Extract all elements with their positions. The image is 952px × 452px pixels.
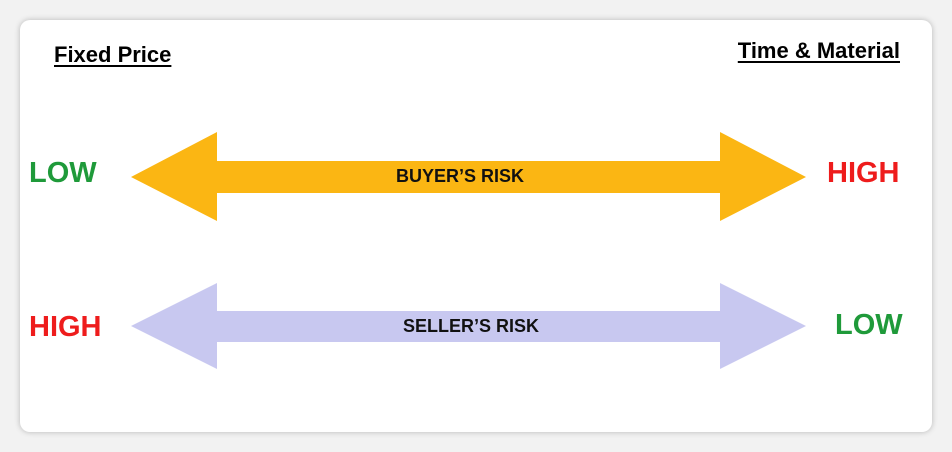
time-material-heading: Time & Material xyxy=(737,38,900,63)
seller-low-level: LOW xyxy=(835,309,903,341)
buyer-low-level: LOW xyxy=(29,157,97,189)
diagram-card xyxy=(20,20,932,432)
buyer-high-level: HIGH xyxy=(827,157,900,189)
seller-risk-arrow xyxy=(131,283,806,369)
fixed-price-heading: Fixed Price xyxy=(54,42,172,67)
buyer-risk-label: BUYER’S RISK xyxy=(395,166,525,186)
seller-risk-label: SELLER’S RISK xyxy=(402,316,540,336)
seller-high-level: HIGH xyxy=(29,311,102,343)
buyer-risk-arrow xyxy=(131,132,806,221)
